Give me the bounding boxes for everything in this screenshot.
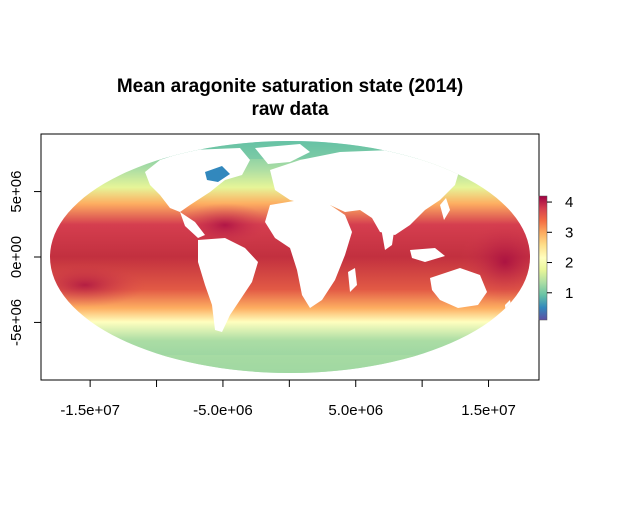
legend-tick-label: 1 xyxy=(565,285,573,302)
legend-tick-label: 2 xyxy=(565,255,573,272)
land-masses xyxy=(145,144,512,332)
land-indonesia xyxy=(410,248,445,262)
legend-tick-label: 3 xyxy=(565,224,573,241)
legend-ticks: 4 3 2 1 xyxy=(547,194,573,302)
land-greenland xyxy=(255,144,310,164)
legend-colorbar xyxy=(538,195,548,321)
land-japan xyxy=(440,198,450,220)
legend-tick-label: 4 xyxy=(565,194,573,211)
y-tick-label: -5e+06 xyxy=(8,299,25,346)
map-subtitle: raw data xyxy=(251,99,329,120)
y-tick-label: 0e+00 xyxy=(8,236,25,278)
land-madagascar xyxy=(348,268,357,292)
x-axis: -1.5e+07 -5.0e+06 5.0e+06 1.5e+07 xyxy=(60,380,516,419)
hudson-bay xyxy=(205,166,230,182)
y-axis: 5e+06 0e+00 -5e+06 xyxy=(8,171,41,346)
land-north-america xyxy=(145,148,250,212)
land-south-america xyxy=(198,238,258,332)
land-eurasia xyxy=(270,150,460,235)
y-tick-label: 5e+06 xyxy=(8,171,25,213)
x-tick-label: -5.0e+06 xyxy=(193,402,253,419)
x-tick-label: 1.5e+07 xyxy=(461,402,516,419)
land-central-america xyxy=(180,212,205,238)
map-title: Mean aragonite saturation state (2014) xyxy=(117,76,463,97)
x-tick-label: -1.5e+07 xyxy=(60,402,120,419)
legend: 4 3 2 1 xyxy=(538,194,573,321)
x-tick-label: 5.0e+06 xyxy=(328,402,383,419)
land-australia xyxy=(430,268,487,308)
land-india xyxy=(380,222,395,250)
ocean-raster xyxy=(50,141,530,373)
land-africa xyxy=(265,200,352,308)
